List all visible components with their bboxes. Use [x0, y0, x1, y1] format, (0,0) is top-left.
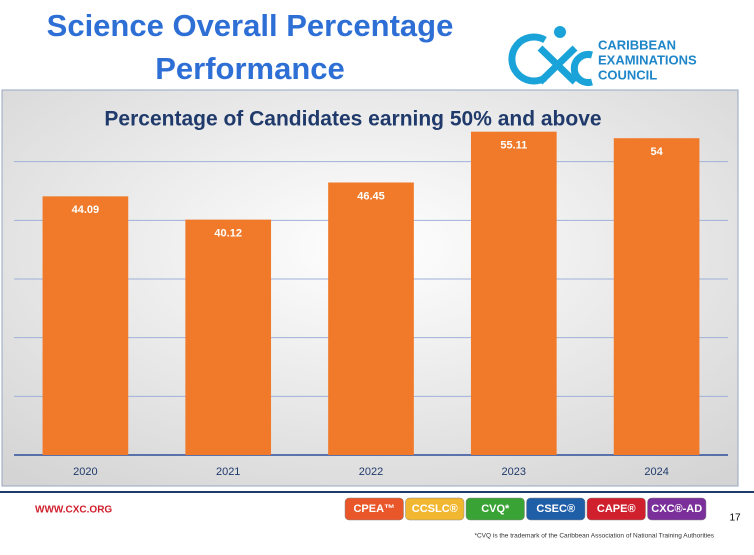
bar	[470, 131, 557, 456]
bar	[613, 138, 700, 455]
x-tick-label: 2021	[216, 466, 240, 478]
x-tick-label: 2023	[502, 466, 526, 478]
footnote: *CVQ is the trademark of the Caribbean A…	[474, 533, 714, 540]
bar	[185, 219, 272, 455]
x-tick-label: 2024	[644, 466, 668, 478]
value-label: 44.09	[72, 204, 100, 216]
page-number: 17	[729, 513, 741, 524]
logo-text: COUNCIL	[598, 67, 657, 82]
slide-title: Performance	[155, 51, 345, 86]
slide-title: Science Overall Percentage	[47, 8, 454, 43]
badge-label: CVQ*	[481, 503, 510, 515]
x-tick-label: 2020	[73, 466, 97, 478]
badge-label: CSEC®	[536, 503, 575, 515]
logo-text: EXAMINATIONS	[598, 52, 697, 67]
x-tick-label: 2022	[359, 466, 383, 478]
value-label: 40.12	[214, 228, 242, 240]
value-label: 46.45	[357, 190, 385, 202]
value-label: 54	[650, 146, 663, 158]
badge	[526, 497, 586, 521]
badge	[344, 497, 404, 521]
value-label: 55.11	[500, 140, 527, 152]
badge-label: CCSLC®	[412, 503, 458, 515]
bar	[42, 196, 129, 455]
logo-text: CARIBBEAN	[598, 37, 676, 52]
badge-label: CPEA™	[353, 503, 395, 515]
logo-mark	[508, 26, 593, 86]
website: WWW.CXC.ORG	[35, 505, 112, 516]
badge	[647, 497, 707, 521]
badge-label: CXC®-AD	[651, 503, 702, 515]
badge	[465, 497, 525, 521]
badge	[586, 497, 646, 521]
badge-label: CAPE®	[597, 503, 636, 515]
badge	[405, 497, 465, 521]
bar	[328, 182, 414, 455]
chart-title: Percentage of Candidates earning 50% and…	[104, 108, 601, 131]
